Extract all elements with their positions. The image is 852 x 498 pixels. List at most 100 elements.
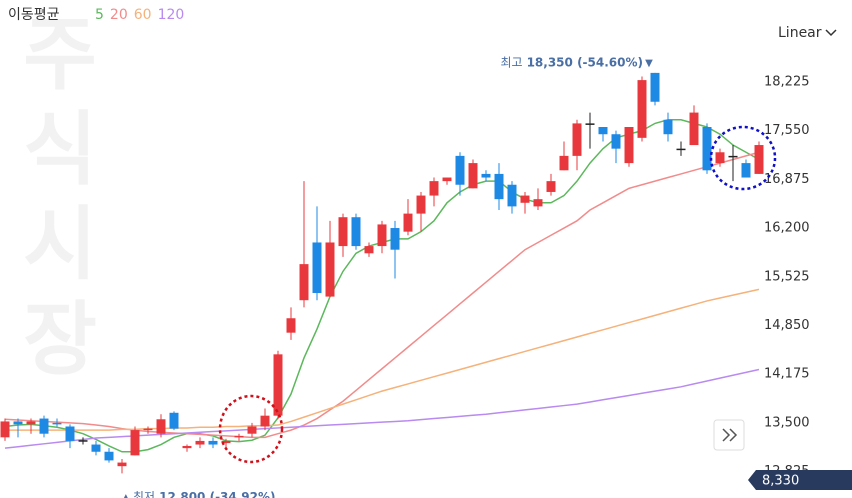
candle-body — [416, 195, 426, 214]
y-tick-label: 17,550 — [764, 123, 810, 138]
scale-label[interactable]: Linear — [778, 25, 822, 41]
annotation-prefix: 최저 — [133, 490, 155, 498]
candle-body — [520, 195, 530, 203]
candle-body — [598, 127, 608, 135]
candle-body — [455, 155, 465, 185]
highlight-circle — [709, 125, 777, 191]
candle-body — [533, 199, 543, 207]
candle-body — [689, 112, 699, 146]
candle-body — [260, 415, 270, 427]
candle-body — [572, 123, 582, 156]
scroll-icon[interactable] — [722, 428, 738, 442]
legend-entry: 5 — [95, 7, 104, 23]
candle-body — [299, 264, 309, 301]
moving-average-line — [4, 119, 760, 453]
y-tick-label: 13,500 — [764, 415, 810, 430]
candle-body — [169, 412, 179, 429]
candle-body — [728, 155, 738, 158]
candle-body — [676, 148, 686, 151]
annotation: ▼18,350 (-54.60%) 최고 — [500, 55, 653, 69]
candle-body — [221, 440, 231, 444]
annotation-arrow: ▲ — [122, 492, 130, 498]
candle-body — [546, 181, 556, 192]
y-tick-label: 14,175 — [764, 367, 810, 382]
watermark-char: 식 — [23, 103, 97, 196]
watermark-char: 장 — [23, 293, 97, 386]
candle-body — [195, 440, 205, 445]
annotation-text: 18,350 (-54.60%) — [527, 55, 643, 69]
legend-entry: 60 — [134, 7, 152, 23]
y-tick-label: 16,200 — [764, 221, 810, 236]
candle-body — [78, 440, 88, 442]
price-tag: 8,330 — [748, 470, 852, 490]
candle-body — [585, 123, 595, 125]
candle-body — [741, 163, 751, 178]
legend-entry: 20 — [110, 7, 128, 23]
moving-average-line — [4, 151, 760, 439]
candle-body — [312, 242, 322, 293]
candle-body — [351, 217, 361, 247]
candle-body — [273, 354, 283, 416]
candle-body — [715, 152, 725, 164]
candle-body — [442, 177, 452, 182]
candle-body — [338, 217, 348, 247]
price-tag-bg — [748, 470, 852, 490]
annotation: ▲ 최저 12,800 (-34.92%) — [122, 490, 276, 498]
candle-body — [156, 419, 166, 434]
candle-body — [104, 451, 114, 461]
annotation-prefix: 최고 — [500, 55, 522, 69]
candle-body — [364, 246, 374, 254]
legend-entry: 120 — [158, 7, 185, 23]
candle-body — [130, 430, 140, 456]
annotation-arrow: ▼ — [645, 58, 653, 69]
candle-body — [234, 435, 244, 438]
candle-body — [429, 181, 439, 196]
candle-body — [13, 421, 23, 425]
candle-body — [494, 173, 504, 200]
candle-body — [624, 127, 634, 164]
moving-average-line — [4, 368, 760, 449]
candle-body — [754, 145, 764, 174]
candle-body — [481, 173, 491, 178]
candle-body — [611, 134, 621, 149]
candle-body — [247, 426, 257, 434]
legend-title: 이동평균 — [8, 7, 60, 23]
y-tick-label: 16,875 — [764, 172, 810, 187]
candle-body — [117, 462, 127, 467]
candle-body — [702, 127, 712, 171]
dropdown-arrow[interactable] — [825, 29, 837, 37]
candle-body — [208, 440, 218, 445]
annotation-text: 12,800 (-34.92%) — [159, 490, 275, 498]
candle-body — [91, 444, 101, 452]
candle-body — [52, 422, 62, 425]
candle-body — [663, 119, 673, 135]
candle-body — [286, 318, 296, 333]
candle-body — [377, 224, 387, 247]
candle-body — [0, 421, 10, 438]
candle-body — [637, 80, 647, 138]
watermark-char: 주 — [23, 8, 97, 101]
candle-body — [403, 213, 413, 232]
candle-body — [65, 426, 75, 441]
highlight-circle — [218, 394, 284, 464]
candle-body — [182, 445, 192, 449]
candle-body — [143, 428, 153, 431]
price-tag-label: 8,330 — [762, 474, 799, 489]
candle-body — [650, 72, 660, 102]
moving-average-line — [5, 288, 760, 431]
legend: 이동평균 5 20 60 120 — [8, 7, 184, 23]
y-tick-label: 18,225 — [764, 74, 810, 89]
y-tick-label: 15,525 — [764, 269, 810, 284]
scroll-button[interactable] — [713, 419, 745, 451]
candle-body — [325, 242, 335, 297]
candle-body — [559, 155, 569, 171]
candle-body — [468, 163, 478, 189]
candle-body — [507, 184, 517, 207]
y-tick-label: 14,850 — [764, 318, 810, 333]
scale-dropdown[interactable]: Linear — [778, 25, 837, 41]
watermark-char: 시 — [23, 198, 97, 291]
candle-body — [39, 418, 49, 434]
